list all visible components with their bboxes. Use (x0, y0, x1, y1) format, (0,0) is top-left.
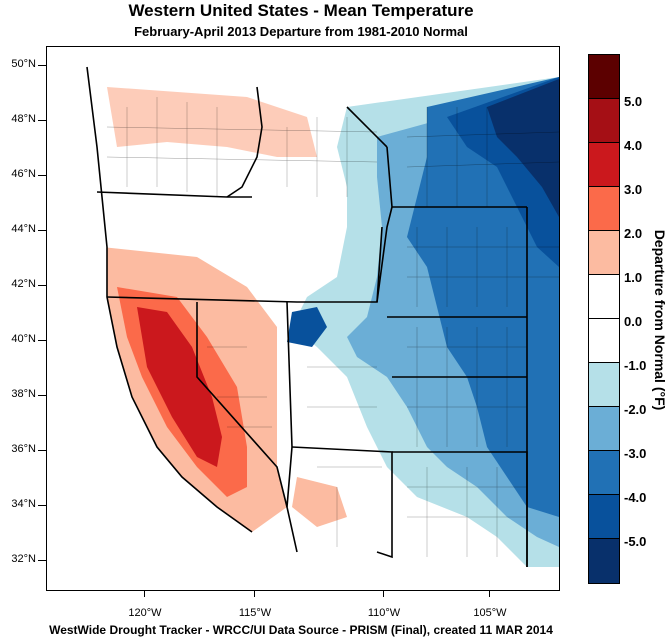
colorbar-cell (589, 363, 619, 407)
lat-label-40: 40°N (11, 333, 36, 345)
lat-tick (38, 120, 46, 121)
lat-tick (38, 230, 46, 231)
lat-label-44: 44°N (11, 223, 36, 235)
lon-label-105: 105°W (473, 607, 507, 619)
warm-strong (137, 307, 222, 467)
colorbar (588, 54, 620, 584)
county-boundaries (106, 97, 559, 557)
colorbar-label: -5.0 (624, 534, 647, 549)
lon-tick (144, 590, 145, 597)
colorbar-cell (589, 143, 619, 187)
warm-light-nw (107, 87, 317, 157)
lat-tick (38, 395, 46, 396)
colorbar-cell (589, 99, 619, 143)
lat-tick (38, 175, 46, 176)
map-footer: WestWide Drought Tracker - WRCC/UI Data … (49, 623, 553, 637)
colorbar-label: 5.0 (624, 94, 643, 109)
colorbar-label: -2.0 (624, 402, 647, 417)
lon-tick (254, 590, 255, 597)
lat-tick (38, 505, 46, 506)
cold-core-utah (287, 307, 327, 347)
colorbar-cell (589, 275, 619, 319)
colorbar-label: 3.0 (624, 182, 643, 197)
lat-tick (38, 65, 46, 66)
colorbar-label: -4.0 (624, 490, 647, 505)
colorbar-title: Departure from Normal (°F) (652, 229, 668, 411)
map-subtitle: February-April 2013 Departure from 1981-… (134, 24, 468, 39)
gulf-california (247, 547, 309, 590)
lat-tick (38, 340, 46, 341)
lat-label-50: 50°N (11, 58, 36, 70)
lon-label-115: 115°W (238, 607, 272, 619)
lat-tick (38, 560, 46, 561)
colorbar-label: 1.0 (624, 270, 643, 285)
colorbar-label: 4.0 (624, 138, 643, 153)
lat-label-46: 46°N (11, 168, 36, 180)
lat-label-42: 42°N (11, 278, 36, 290)
map-title: Western United States - Mean Temperature (128, 1, 474, 20)
colorbar-cell (589, 231, 619, 275)
colorbar-cell (589, 55, 619, 99)
map-canvas (47, 47, 559, 590)
colorbar-label: 0.0 (624, 314, 643, 329)
colorbar-label: -3.0 (624, 446, 647, 461)
lat-label-36: 36°N (11, 443, 36, 455)
lat-label-32: 32°N (11, 553, 36, 565)
colorbar-cell (589, 539, 619, 583)
pacific-ocean (47, 47, 297, 590)
lat-tick (38, 450, 46, 451)
colorbar-cell (589, 319, 619, 363)
lat-label-48: 48°N (11, 113, 36, 125)
state-boundaries (86, 66, 528, 567)
colorbar-cell (589, 451, 619, 495)
lon-tick (383, 590, 384, 597)
colorbar-label: 2.0 (624, 226, 643, 241)
colorbar-cell (589, 407, 619, 451)
lat-label-34: 34°N (11, 498, 36, 510)
colorbar-cell (589, 495, 619, 539)
lon-label-120: 120°W (128, 607, 162, 619)
lat-tick (38, 285, 46, 286)
lat-label-38: 38°N (11, 388, 36, 400)
cold-extreme (487, 79, 559, 217)
lon-tick (489, 590, 490, 597)
temperature-departure-map (46, 46, 560, 591)
lon-label-110: 110°W (367, 607, 401, 619)
colorbar-label: -1.0 (624, 358, 647, 373)
colorbar-cell (589, 187, 619, 231)
warm-spot-az (292, 477, 347, 527)
